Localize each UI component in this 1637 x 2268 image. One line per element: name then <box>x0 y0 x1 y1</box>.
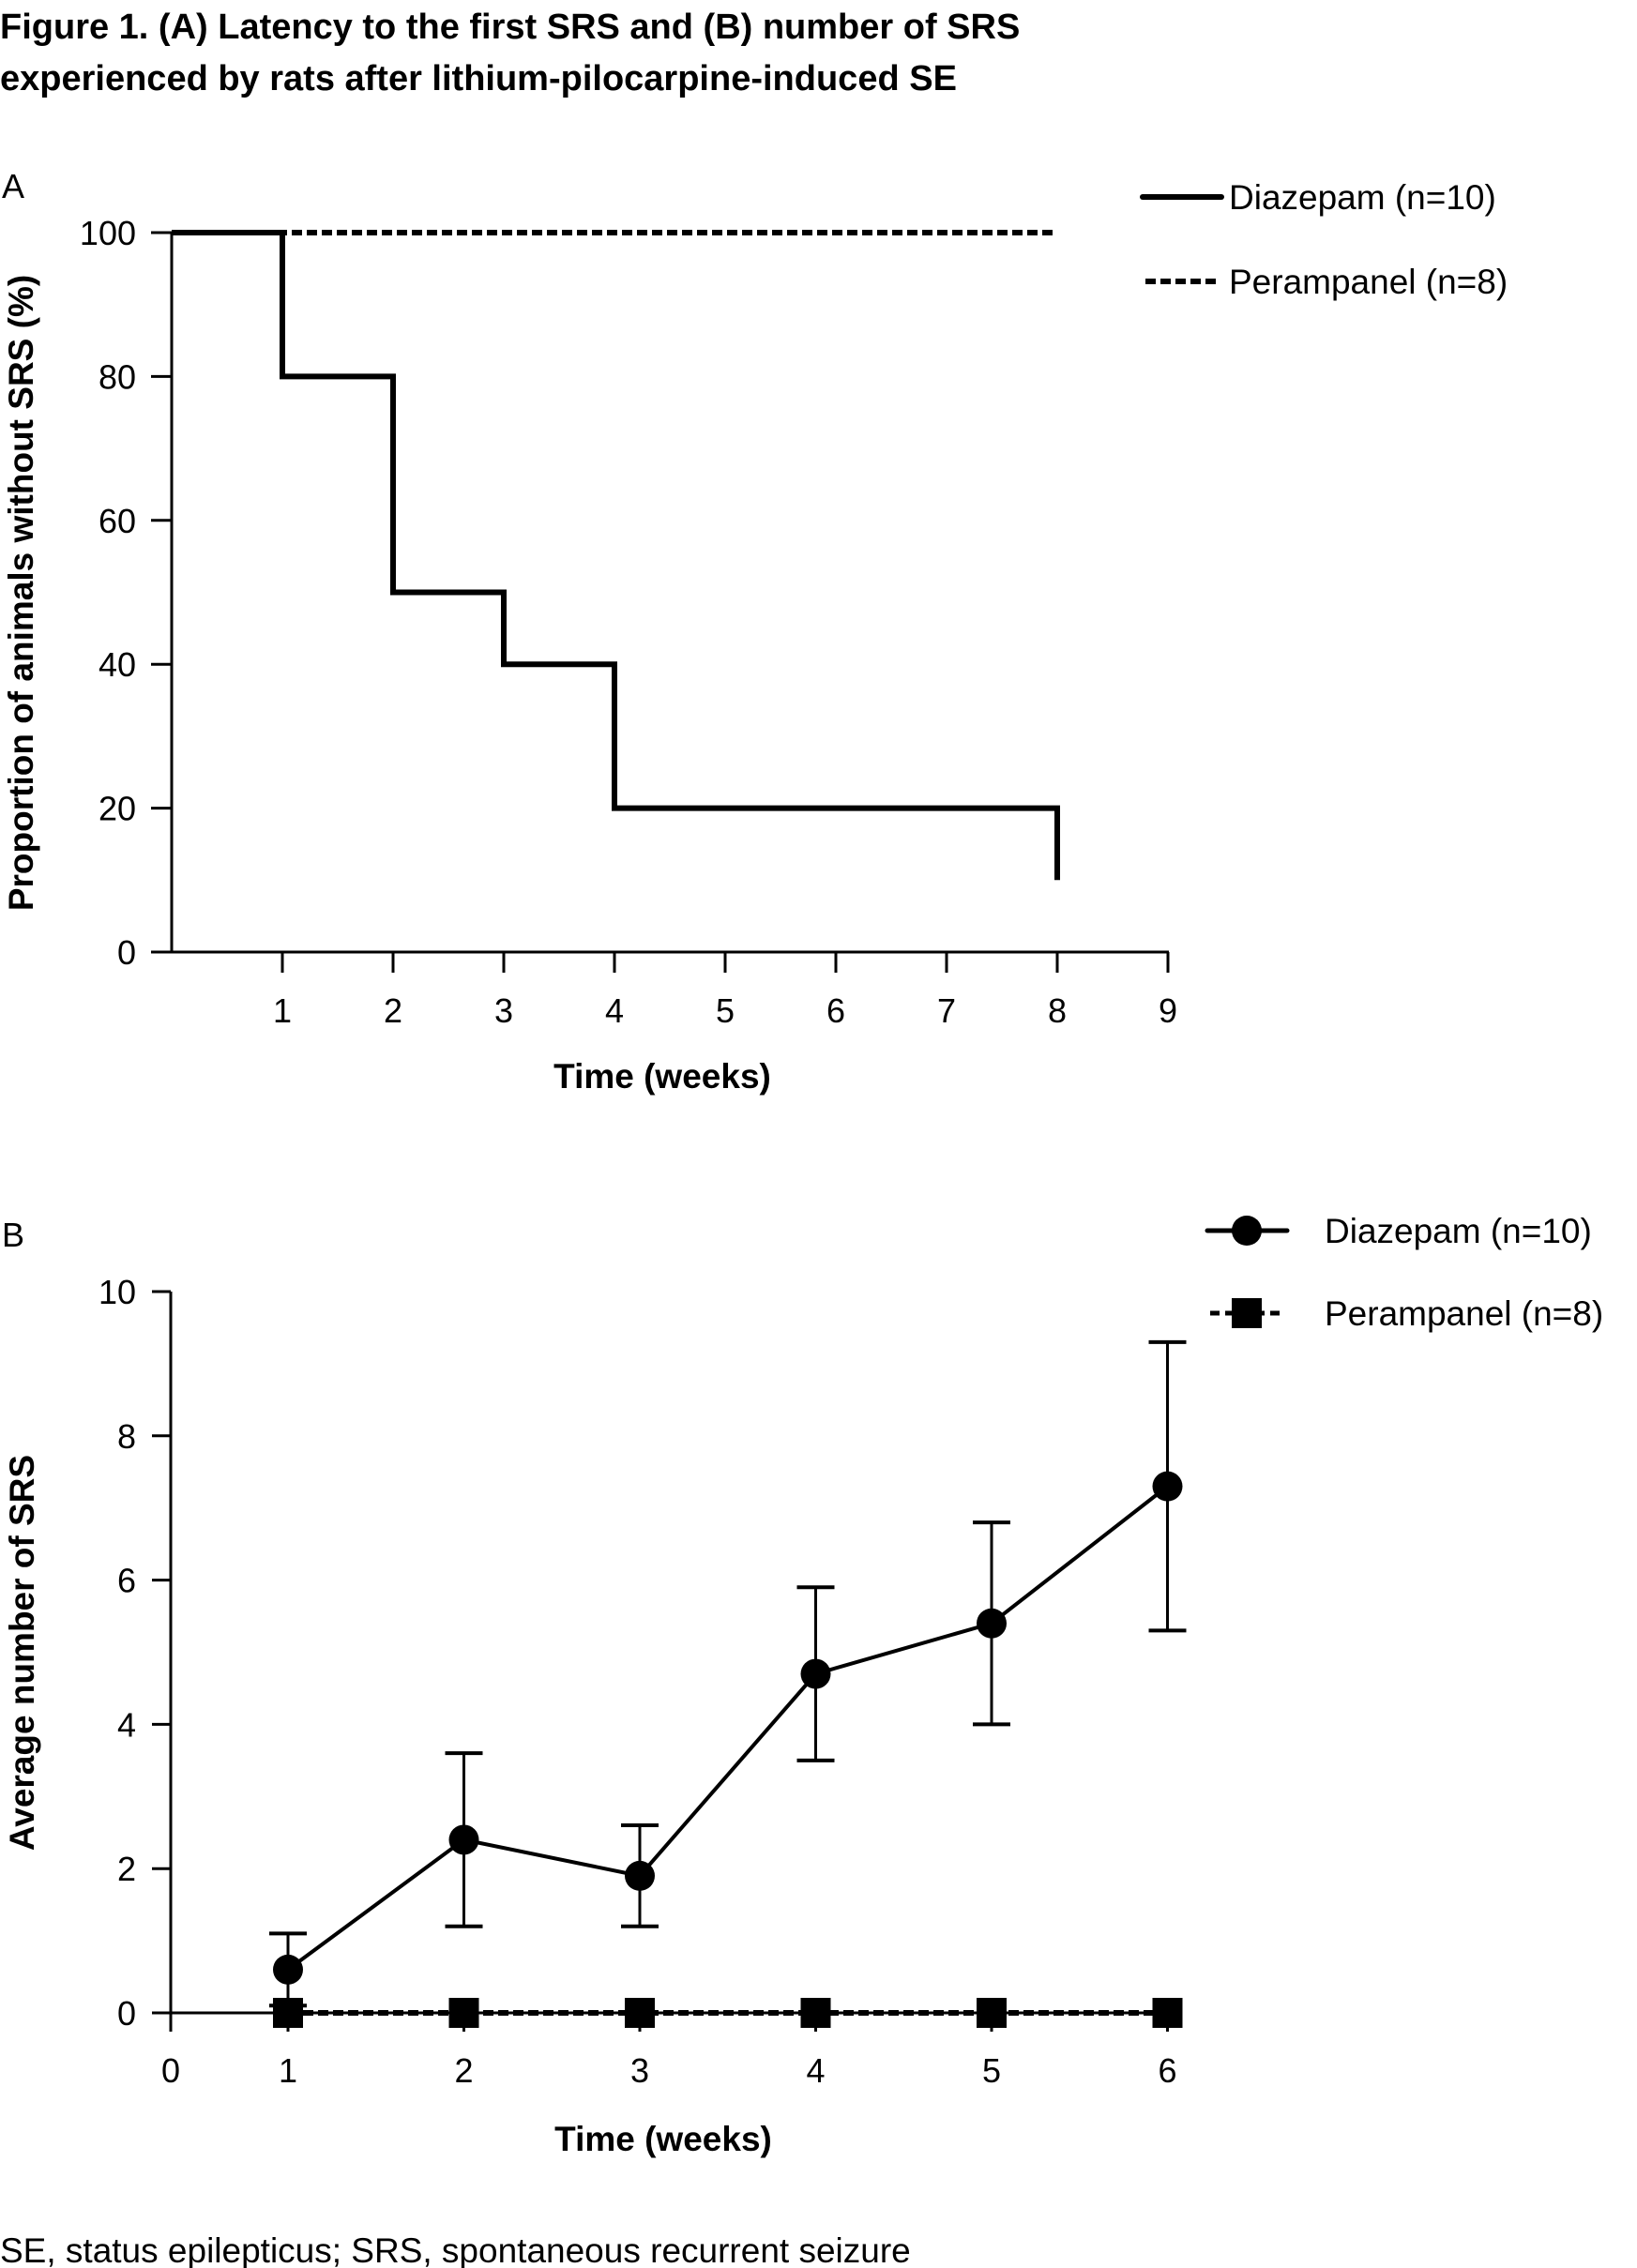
figure-title-line-2: experienced by rats after lithium-piloca… <box>0 59 957 98</box>
panel-b-y-tick-label: 10 <box>99 1273 136 1311</box>
panel-b-y-tick-label: 0 <box>117 1994 136 2033</box>
panel-a-x-tick-label: 9 <box>1159 991 1177 1030</box>
panel-a-x-tick-labels: 1 2 3 4 5 6 7 8 9 <box>273 991 1177 1030</box>
panel-b-label: B <box>2 1216 24 1254</box>
panel-b-x-tick-labels: 0 1 2 3 4 5 6 <box>161 2051 1177 2090</box>
panel-a-x-tick-label: 3 <box>494 991 513 1030</box>
panel-b-diazepam-point <box>273 1954 303 1985</box>
panel-b-perampanel-point <box>977 1998 1007 2028</box>
panel-a-y-tick-label: 20 <box>99 790 136 828</box>
panel-b-x-axis-title: Time (weeks) <box>554 2120 772 2158</box>
panel-b-perampanel-point <box>625 1998 655 2028</box>
panel-a-y-tick-labels: 0 20 40 60 80 100 <box>80 214 136 972</box>
legend-b-square-marker-icon <box>1232 1298 1262 1328</box>
panel-a-y-tick-label: 0 <box>117 933 136 972</box>
panel-b-x-tick-label: 5 <box>982 2051 1001 2090</box>
panel-a-y-tick-label: 60 <box>99 502 136 540</box>
panel-b-y-tick-labels: 0 2 4 6 8 10 <box>99 1273 136 2033</box>
panel-b-y-tick-label: 6 <box>117 1562 136 1600</box>
panel-b-axes <box>152 1290 1169 2032</box>
panel-b-diazepam-point <box>625 1860 655 1891</box>
legend-a-diazepam-label: Diazepam (n=10) <box>1229 178 1496 217</box>
figure-footnote: SE, status epilepticus; SRS, spontaneous… <box>0 2231 911 2268</box>
panel-b-legend: Diazepam (n=10) Perampanel (n=8) <box>1205 1212 1603 1333</box>
panel-b-y-tick-label: 2 <box>117 1850 136 1888</box>
figure-title-line-1: Figure 1. (A) Latency to the first SRS a… <box>0 8 1020 47</box>
panel-b-perampanel-point <box>800 1998 831 2028</box>
panel-a-x-tick-label: 4 <box>605 991 624 1030</box>
panel-a-x-tick-label: 2 <box>384 991 402 1030</box>
panel-a-x-axis-title: Time (weeks) <box>553 1057 771 1096</box>
legend-b-circle-marker-icon <box>1232 1216 1262 1246</box>
panel-b-perampanel-point <box>448 1998 479 2028</box>
panel-b-x-tick-label: 2 <box>454 2051 473 2090</box>
panel-a-x-tick-label: 8 <box>1048 991 1067 1030</box>
panel-b-x-tick-label: 3 <box>630 2051 649 2090</box>
panel-b-x-tick-label: 6 <box>1158 2051 1176 2090</box>
panel-b-diazepam-point <box>1152 1471 1183 1502</box>
panel-a-axes <box>151 231 1170 973</box>
panel-b-perampanel-point <box>273 1998 303 2028</box>
legend-b-diazepam-label: Diazepam (n=10) <box>1325 1212 1592 1250</box>
panel-a-legend: Diazepam (n=10) Perampanel (n=8) <box>1140 178 1508 301</box>
panel-a-x-tick-label: 7 <box>937 991 956 1030</box>
panel-a-label: A <box>2 167 24 205</box>
panel-a-y-tick-label: 100 <box>80 214 136 252</box>
panel-b-y-tick-label: 4 <box>117 1705 136 1744</box>
panel-a-diazepam-step-line <box>172 230 1060 881</box>
panel-a-x-tick-label: 5 <box>716 991 735 1030</box>
panel-b-diazepam-line <box>286 1485 1169 1972</box>
panel-b-perampanel-point <box>1152 1998 1183 2028</box>
panel-b-x-tick-label: 0 <box>161 2051 180 2090</box>
panel-b-y-axis-title: Average number of SRS <box>3 1455 41 1851</box>
panel-a-x-tick-label: 1 <box>273 991 292 1030</box>
panel-b-diazepam-point <box>977 1608 1007 1639</box>
panel-a-y-axis-title: Proportion of animals without SRS (%) <box>2 275 40 911</box>
panel-a-chart: A 0 20 40 60 80 100 1 2 3 4 5 6 7 8 9 Time (weeks) Pr… <box>2 167 1508 1096</box>
panel-a-x-tick-label: 6 <box>826 991 845 1030</box>
panel-b-y-tick-label: 8 <box>117 1417 136 1456</box>
legend-a-perampanel-label: Perampanel (n=8) <box>1229 263 1508 301</box>
panel-b-x-tick-label: 4 <box>806 2051 825 2090</box>
legend-b-perampanel-label: Perampanel (n=8) <box>1325 1294 1603 1333</box>
panel-b-diazepam-point <box>448 1824 479 1855</box>
panel-a-series <box>172 230 1060 881</box>
panel-b-x-tick-label: 1 <box>279 2051 297 2090</box>
panel-b-diazepam-point <box>800 1658 831 1689</box>
panel-b-series <box>269 1339 1187 2028</box>
panel-a-y-tick-label: 80 <box>99 357 136 396</box>
panel-b-chart: B 0 2 4 6 8 10 0 1 2 3 4 5 6 Time (weeks) Average n… <box>2 1212 1603 2158</box>
panel-a-y-tick-label: 40 <box>99 645 136 684</box>
